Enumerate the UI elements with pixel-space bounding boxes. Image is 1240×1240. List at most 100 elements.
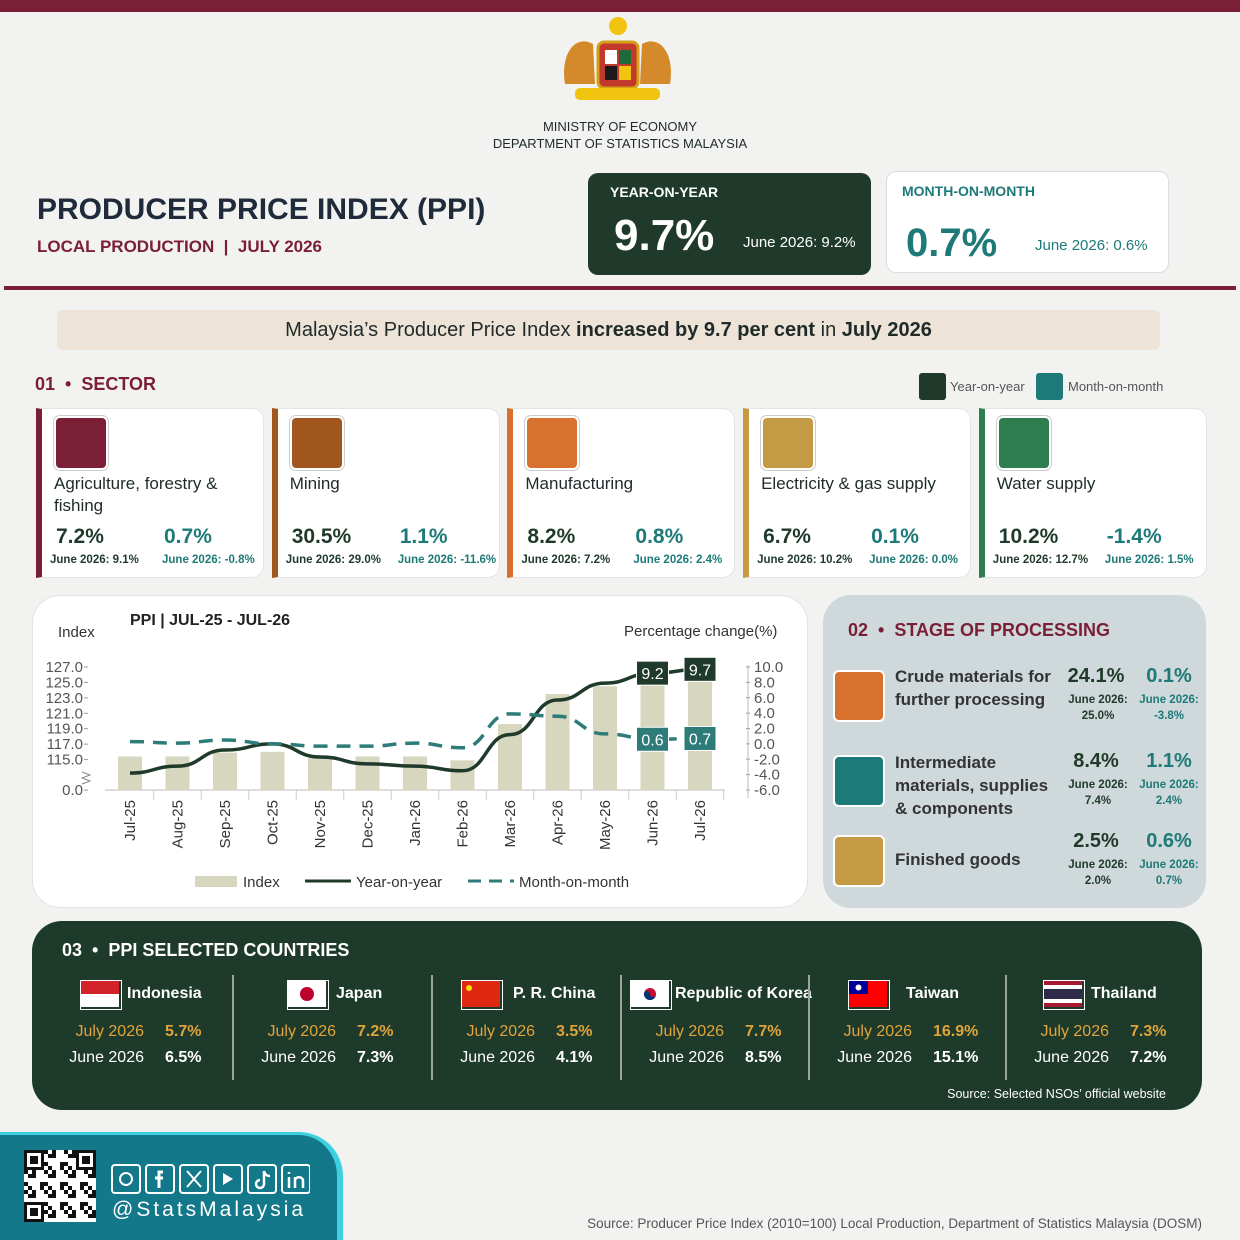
sector-yoy: 8.2% <box>527 525 576 548</box>
sector-yoy: 10.2% <box>998 525 1059 548</box>
subtitle: LOCAL PRODUCTION | JULY 2026 <box>37 237 323 256</box>
country-name: Thailand <box>1091 985 1157 1002</box>
stage-mom: 1.1% <box>1146 750 1192 772</box>
qr-cell <box>44 1150 48 1154</box>
qr-cell <box>72 1190 76 1194</box>
column-divider <box>1005 975 1007 1080</box>
sector-name: Water supply <box>996 474 1096 493</box>
country: Indonesia July 2026 5.7% June 2026 6.5% <box>40 978 232 1078</box>
stage-name: Crude materials for further processing <box>895 667 1051 709</box>
qr-cell <box>92 1190 96 1194</box>
department: DEPARTMENT OF STATISTICS MALAYSIA <box>492 136 748 151</box>
qr-cell <box>68 1206 72 1210</box>
stage-yoy-previous: June 2026: 7.4% <box>1068 779 1128 807</box>
previous-value: 4.1% <box>556 1049 593 1066</box>
qr-cell <box>84 1190 88 1194</box>
stage-mom: 0.1% <box>1146 665 1192 687</box>
kpi-value: 9.7% <box>614 211 715 260</box>
flag <box>300 987 314 1001</box>
current-label: July 2026 <box>466 1023 536 1040</box>
qr-cell <box>92 1210 96 1214</box>
section-number: 03 <box>62 940 83 960</box>
current-value: 5.7% <box>165 1023 202 1040</box>
qr-cell <box>84 1182 88 1186</box>
stage-icon <box>833 755 885 807</box>
section-number: 01 <box>35 374 56 394</box>
column-divider <box>808 975 810 1080</box>
qr-cell <box>68 1166 72 1170</box>
headline-emphasis: July 2026 <box>841 319 932 341</box>
stage-yoy: 2.5% <box>1073 830 1119 852</box>
section-number: 02 <box>848 620 869 640</box>
previous-value: 15.1% <box>933 1049 979 1066</box>
sector-yoy-previous: June 2026: 7.2% <box>521 554 611 566</box>
flag <box>81 981 119 994</box>
qr-cell <box>64 1202 68 1206</box>
qr-cell <box>68 1194 72 1198</box>
qr-cell <box>64 1150 68 1154</box>
previous-label: June 2026 <box>460 1049 535 1066</box>
sector-name: Manufacturing <box>525 474 634 493</box>
section-title: 01 • SECTOR <box>35 374 157 394</box>
flag <box>855 984 862 991</box>
kpi-previous: June 2026: 0.6% <box>1035 237 1148 254</box>
sector-card: Mining 30.5% 1.1% June 2026: 29.0% June 2026… <box>271 408 500 578</box>
sector-icon <box>54 416 108 470</box>
qr-cell <box>72 1210 76 1214</box>
sector-card: Electricity & gas supply 6.7% 0.1% June 202… <box>743 408 972 578</box>
divider <box>4 286 1236 290</box>
qr-cell <box>88 1206 92 1210</box>
kpi-label: MONTH-ON-MONTH <box>902 183 1035 199</box>
legend-label: Month-on-month <box>1068 379 1164 394</box>
sector-mom: -1.4% <box>1106 525 1162 548</box>
top-bar <box>0 0 1240 12</box>
qr-cell <box>44 1202 48 1206</box>
current-value: 7.3% <box>1130 1023 1167 1040</box>
previous-value: 7.3% <box>357 1049 394 1066</box>
column-divider <box>232 975 234 1080</box>
flag <box>1044 989 1082 999</box>
qr-cell <box>44 1162 48 1166</box>
flag <box>1044 985 1082 989</box>
sector-mom-previous: June 2026: -11.6% <box>397 554 497 566</box>
sector-name: Agriculture, forestry & fishing <box>54 474 218 515</box>
flag <box>462 981 500 1007</box>
column-divider <box>620 975 622 1080</box>
country: P. R. China July 2026 3.5% June 2026 4.1% <box>431 978 620 1078</box>
qr-cell <box>60 1182 64 1186</box>
country: Japan July 2026 7.2% June 2026 7.3% <box>232 978 431 1078</box>
qr-cell <box>40 1182 44 1186</box>
flag <box>81 994 119 1007</box>
qr-cell <box>32 1194 36 1198</box>
sector-yoy-previous: June 2026: 9.1% <box>50 554 139 566</box>
qr-cell <box>88 1174 92 1178</box>
countries-source: Source: Selected NSOs’ official website <box>947 1087 1166 1101</box>
sector-icon <box>525 416 580 470</box>
qr-cell <box>44 1170 48 1174</box>
qr-cell <box>84 1202 88 1206</box>
sector-yoy-previous: June 2026: 10.2% <box>757 554 853 566</box>
qr-cell <box>52 1194 56 1198</box>
country-name: Indonesia <box>127 985 202 1002</box>
qr-cell <box>32 1174 36 1178</box>
legend-swatch <box>1036 373 1063 400</box>
section-title: 02 • STAGE OF PROCESSING <box>848 620 1111 640</box>
qr-cell <box>68 1174 72 1178</box>
qr-cell <box>40 1186 44 1190</box>
qr-cell <box>72 1154 76 1158</box>
social-icons <box>111 1164 310 1194</box>
qr-cell <box>80 1206 84 1210</box>
sector-mom: 0.8% <box>635 525 684 548</box>
sector-card: Water supply 10.2% -1.4% June 2026: 12.7% Ju… <box>978 408 1207 578</box>
legend-label: Year-on-year <box>950 379 1025 394</box>
sector-card: Agriculture, forestry & fishing 7.2% 0.7% J… <box>36 408 264 578</box>
kpi-previous: June 2026: 9.2% <box>743 234 856 251</box>
ministry: MINISTRY OF ECONOMY <box>542 119 698 134</box>
column-divider <box>431 975 433 1080</box>
qr-cell <box>52 1150 56 1154</box>
qr-cell <box>48 1166 52 1170</box>
stage-yoy: 8.4% <box>1073 750 1119 772</box>
sector-yoy-previous: June 2026: 29.0% <box>285 554 381 566</box>
sector-name: Mining <box>289 474 340 493</box>
qr-code <box>24 1150 96 1222</box>
